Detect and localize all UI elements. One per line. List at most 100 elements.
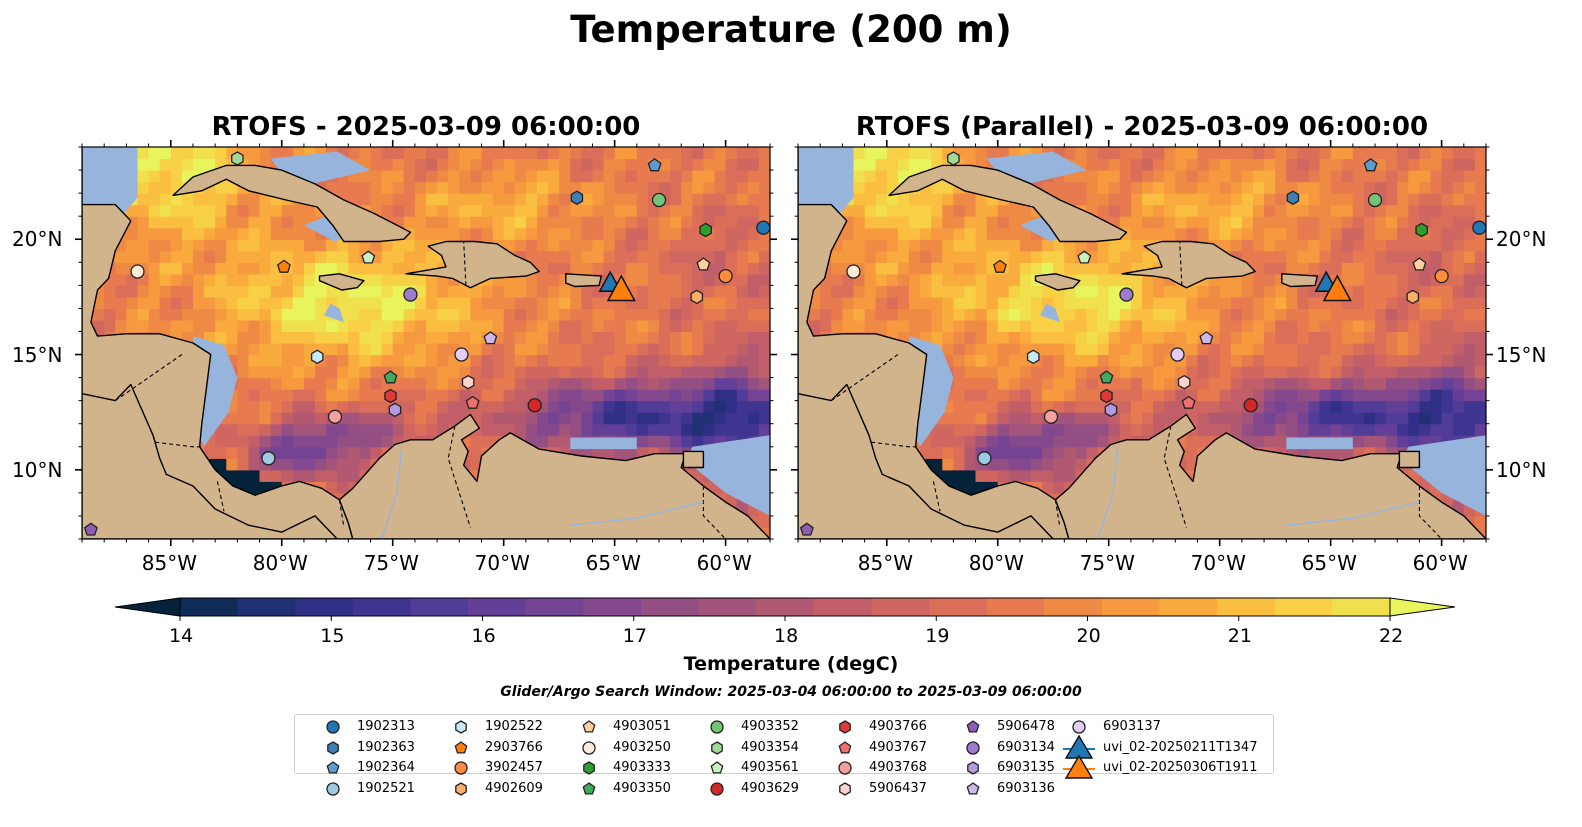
map-frame (797, 146, 1487, 540)
land-mass (172, 164, 412, 243)
argo-marker-6903137[interactable] (1170, 347, 1185, 362)
country-border (447, 425, 471, 528)
argo-marker-4903766[interactable] (384, 388, 397, 404)
lon-tick-label: 70°W (1190, 551, 1246, 575)
country-border (702, 486, 726, 539)
glider-marker-uvi_02-20250306T1911[interactable] (1322, 274, 1352, 302)
argo-marker-6903136[interactable] (483, 331, 498, 345)
argo-marker-4903250[interactable] (846, 264, 861, 279)
argo-marker-4903350[interactable] (383, 370, 398, 384)
argo-marker-6903134[interactable] (1119, 287, 1134, 302)
argo-marker-4903767[interactable] (1181, 395, 1196, 409)
argo-marker-2903766[interactable] (993, 259, 1007, 273)
shelf-area (1401, 435, 1486, 516)
legend-label: 6903136 (997, 780, 1055, 796)
argo-marker-4903354[interactable] (231, 151, 244, 166)
lon-tick-label: 75°W (363, 551, 419, 575)
legend-label: 5906437 (869, 780, 927, 796)
argo-marker-1902363[interactable] (1286, 190, 1300, 205)
argo-marker-4903333[interactable] (699, 222, 712, 238)
argo-marker-6903135[interactable] (388, 402, 402, 418)
argo-marker-4903766[interactable] (1100, 388, 1113, 404)
argo-marker-1902522[interactable] (310, 349, 324, 365)
argo-marker-4903352[interactable] (651, 192, 667, 208)
land-mass (82, 147, 354, 539)
lon-tick-label: 60°W (1412, 551, 1468, 575)
lon-tick-label: 75°W (1079, 551, 1135, 575)
lon-tick-label: 85°W (141, 551, 197, 575)
colorbar-bin (1274, 598, 1333, 616)
argo-marker-1902522[interactable] (1026, 349, 1040, 365)
argo-marker-6903134[interactable] (403, 287, 418, 302)
legend-label: 1902363 (357, 739, 415, 755)
legend-marker-icon (455, 781, 467, 796)
argo-marker-4903352[interactable] (1367, 192, 1383, 208)
colorbar-bin (180, 598, 239, 616)
legend-label: 1902522 (485, 719, 543, 734)
legend-marker-icon (967, 761, 979, 775)
argo-marker-4903250[interactable] (130, 264, 145, 279)
legend-label: 4903354 (741, 739, 799, 755)
land-mass (1034, 273, 1081, 291)
argo-marker-4903768[interactable] (327, 409, 343, 424)
map-panel-rtofs-parallel[interactable] (791, 140, 1493, 546)
colorbar-bin (237, 598, 296, 616)
country-border (463, 241, 467, 286)
country-border (155, 441, 202, 448)
argo-marker-4903767[interactable] (465, 395, 480, 409)
argo-marker-4903561[interactable] (1077, 250, 1092, 264)
argo-marker-4903354[interactable] (947, 151, 960, 166)
colorbar-extend-high (1389, 597, 1456, 617)
argo-marker-5906437[interactable] (1177, 374, 1191, 390)
land-mass (798, 147, 1070, 539)
argo-marker-4902609[interactable] (690, 289, 704, 305)
legend-marker-icon (966, 781, 980, 795)
land-mass (405, 240, 540, 289)
argo-marker-1902521[interactable] (977, 451, 992, 466)
map-panel-rtofs[interactable] (75, 140, 777, 546)
glider-marker-uvi_02-20250306T1911[interactable] (606, 274, 636, 302)
lon-tick-label: 60°W (696, 551, 752, 575)
argo-marker-4903051[interactable] (696, 257, 711, 271)
legend-marker-icon (711, 740, 723, 755)
argo-marker-5906478[interactable] (799, 522, 814, 536)
colorbar-tick-label: 16 (471, 625, 496, 647)
argo-marker-5906437[interactable] (461, 374, 475, 390)
colorbar-tick-label: 21 (1227, 625, 1252, 647)
colorbar-bin (1044, 598, 1103, 616)
argo-marker-4903350[interactable] (1099, 370, 1114, 384)
argo-marker-4903333[interactable] (1415, 222, 1428, 238)
argo-marker-1902521[interactable] (261, 451, 276, 466)
land-mass (1398, 450, 1421, 469)
river (1286, 501, 1420, 526)
argo-marker-6903135[interactable] (1104, 402, 1118, 418)
argo-marker-4902609[interactable] (1406, 289, 1420, 305)
legend-marker-icon (582, 720, 596, 733)
argo-marker-4903561[interactable] (361, 250, 376, 264)
argo-marker-6903136[interactable] (1199, 331, 1214, 345)
lat-tick-label: 20°N (1496, 227, 1547, 252)
argo-marker-4903629[interactable] (527, 398, 542, 413)
argo-marker-1902313[interactable] (1472, 220, 1486, 235)
argo-marker-4903051[interactable] (1412, 257, 1427, 271)
colorbar-bin (813, 598, 872, 616)
argo-marker-4903768[interactable] (1043, 409, 1059, 424)
legend-marker-icon (582, 781, 596, 795)
legend-marker-icon (839, 720, 851, 734)
argo-marker-1902364[interactable] (647, 158, 662, 172)
argo-marker-5906478[interactable] (83, 522, 98, 536)
argo-marker-1902363[interactable] (570, 190, 584, 205)
country-border (1054, 499, 1061, 528)
argo-marker-2903766[interactable] (277, 259, 291, 273)
argo-marker-4903629[interactable] (1243, 398, 1258, 413)
argo-marker-6903137[interactable] (454, 347, 469, 362)
argo-marker-1902313[interactable] (756, 220, 770, 235)
argo-marker-3902457[interactable] (1434, 268, 1449, 284)
legend-label: 4903352 (741, 719, 799, 734)
colorbar-tick-label: 15 (320, 625, 345, 647)
legend-marker-icon (838, 740, 852, 754)
argo-marker-3902457[interactable] (718, 268, 733, 284)
colorbar-bin (756, 598, 815, 616)
argo-marker-1902364[interactable] (1363, 158, 1378, 172)
legend-label: 4903350 (613, 780, 671, 796)
